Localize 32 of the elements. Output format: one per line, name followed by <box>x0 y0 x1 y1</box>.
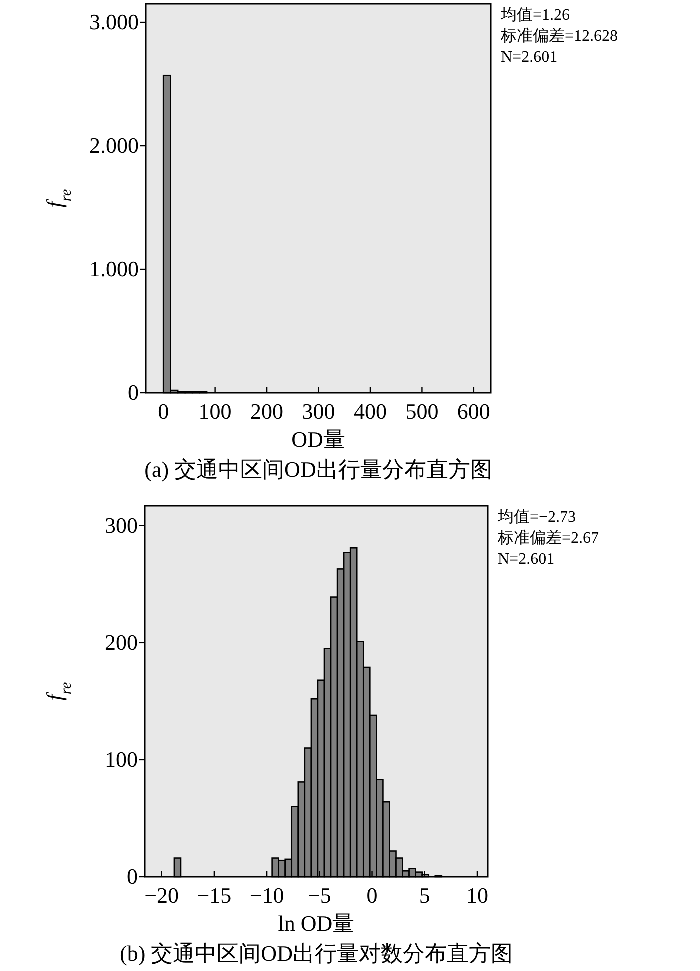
text: 均值=−2.73 <box>497 509 576 526</box>
x-tick-label: 600 <box>457 399 490 424</box>
y-tick-label: 1.000 <box>90 256 139 282</box>
y-tick-label: 0 <box>127 864 138 889</box>
text: (b) 交通中区间OD出行量对数分布直方图 <box>120 941 513 966</box>
text: 标准偏差=12.628 <box>500 27 618 45</box>
text: (a) 交通中区间OD出行量分布直方图 <box>144 457 492 482</box>
y-tick-label: 0 <box>128 380 139 405</box>
y-tick-label: 200 <box>105 630 138 655</box>
text: 均值=1.26 <box>500 7 570 24</box>
x-tick-label: 300 <box>302 399 336 424</box>
text: 标准偏差=2.67 <box>497 529 600 547</box>
x-tick-label: 0 <box>366 883 378 908</box>
y-tick-label: 100 <box>105 746 138 772</box>
x-tick-label: 5 <box>419 883 430 908</box>
text: N=2.601 <box>501 49 558 66</box>
y-tick-label: 3.000 <box>90 10 139 35</box>
x-axis-title: ln OD量 <box>278 911 355 936</box>
x-tick-label: −10 <box>250 883 284 908</box>
x-tick-label: 0 <box>158 399 170 424</box>
x-tick-label: 200 <box>250 399 284 424</box>
x-tick-label: −20 <box>144 883 180 908</box>
x-tick-label: 400 <box>354 399 387 424</box>
y-tick-label: 300 <box>105 512 138 538</box>
x-tick-label: 10 <box>466 883 488 908</box>
x-axis-title: OD量 <box>292 427 346 452</box>
y-tick-label: 2.000 <box>90 133 139 158</box>
x-tick-label: 500 <box>406 399 439 424</box>
x-tick-label: 100 <box>198 399 232 424</box>
x-tick-label: −5 <box>308 883 332 908</box>
x-tick-label: −15 <box>197 883 232 908</box>
text: N=2.601 <box>498 551 555 568</box>
